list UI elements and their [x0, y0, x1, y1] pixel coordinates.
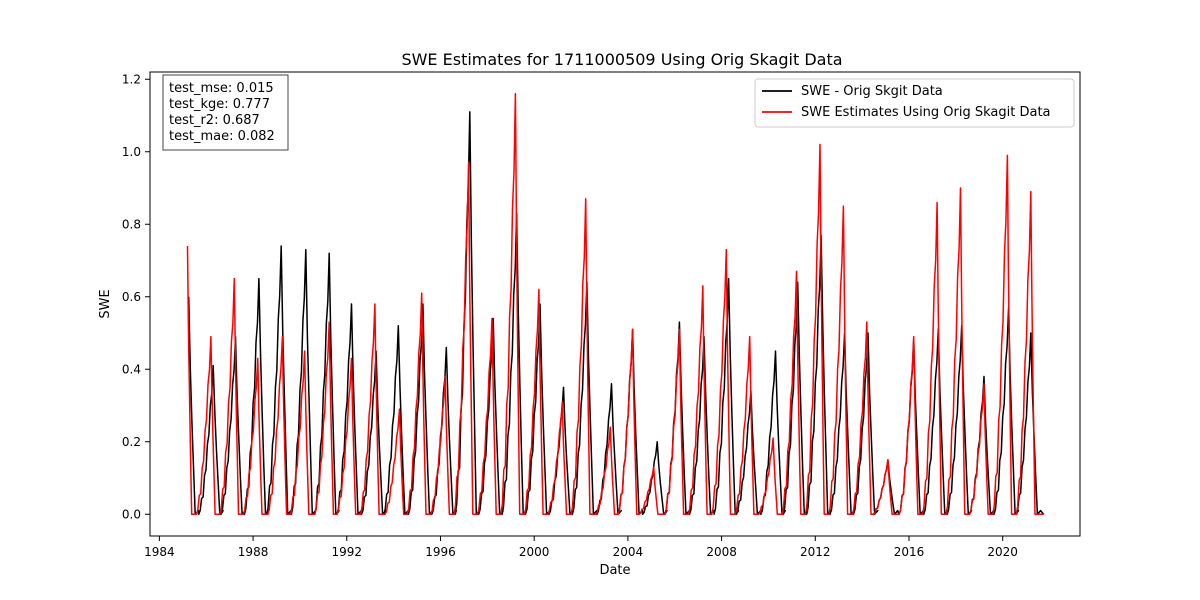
- plot-lines: [186, 93, 1045, 516]
- y-tick-label: 0.4: [122, 362, 141, 376]
- metric-kge: test_kge: 0.777: [169, 97, 270, 112]
- y-tick-label: 0.6: [122, 290, 141, 304]
- x-axis: 1984 1988 1992 1996 2000 2004 2008 2012 2016 2020: [144, 536, 1018, 559]
- chart-title: SWE Estimates for 1711000509 Using Orig …: [401, 50, 842, 69]
- x-tick-label: 1992: [332, 545, 363, 559]
- series-line-estimates: [186, 93, 1044, 516]
- metric-r2: test_r2: 0.687: [169, 113, 260, 128]
- x-tick-label: 1984: [144, 545, 175, 559]
- y-tick-label: 0.0: [122, 507, 141, 521]
- plot-frame: [149, 71, 1081, 537]
- y-tick-label: 0.8: [122, 217, 141, 231]
- y-tick-label: 1.2: [122, 72, 141, 86]
- y-axis: 0.0 0.2 0.4 0.6 0.8 1.0 1.2: [122, 72, 150, 521]
- legend-frame: [754, 78, 1075, 128]
- x-tick-label: 2016: [894, 545, 925, 559]
- x-tick-label: 1988: [238, 545, 269, 559]
- x-tick-label: 2000: [519, 545, 550, 559]
- x-tick-label: 2012: [800, 545, 831, 559]
- metric-mae: test_mae: 0.082: [169, 129, 275, 144]
- metrics-box: test_mse: 0.015 test_kge: 0.777 test_r2:…: [162, 74, 289, 151]
- y-tick-label: 1.0: [122, 145, 141, 159]
- legend-label-observed: SWE - Orig Skgit Data: [801, 84, 943, 99]
- x-tick-label: 1996: [425, 545, 456, 559]
- x-tick-label: 2008: [706, 545, 737, 559]
- x-axis-label: Date: [599, 563, 630, 578]
- legend-label-estimates: SWE Estimates Using Orig Skagit Data: [801, 105, 1051, 120]
- metric-mse: test_mse: 0.015: [169, 81, 274, 96]
- series-line-observed: [187, 111, 1045, 516]
- legend: SWE - Orig Skgit Data SWE Estimates Usin…: [754, 78, 1075, 128]
- y-tick-label: 0.2: [122, 435, 141, 449]
- x-tick-label: 2004: [613, 545, 644, 559]
- y-axis-label: SWE: [98, 289, 113, 318]
- metrics-box-frame: [162, 74, 289, 151]
- x-tick-label: 2020: [987, 545, 1018, 559]
